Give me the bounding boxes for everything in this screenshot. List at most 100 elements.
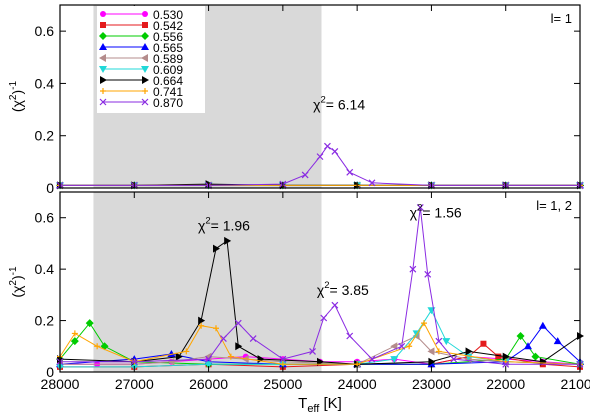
legend-item: 0.589: [99, 52, 183, 66]
data-point: [435, 348, 442, 355]
data-point: [213, 244, 220, 253]
y-tick-label: 0.6: [35, 23, 55, 39]
annotation: χ2= 1.96: [198, 216, 250, 234]
legend-box: [97, 6, 205, 113]
data-point: [442, 338, 451, 346]
x-tick-label: 27000: [115, 376, 154, 392]
annotation: χ2= 6.14: [313, 95, 365, 113]
x-tick-label: 26000: [189, 376, 228, 392]
y-axis-label: (χ2)-1: [8, 80, 25, 112]
y-axis-label: (χ2)-1: [8, 266, 25, 298]
x-tick-label: 28000: [41, 376, 80, 392]
data-point: [553, 337, 562, 345]
legend-marker: [100, 22, 106, 28]
data-point: [317, 357, 324, 366]
data-point: [94, 343, 101, 350]
series-line: [60, 309, 581, 368]
legend-marker: [141, 43, 149, 50]
data-point: [167, 357, 175, 366]
panel-label: l= 1: [551, 11, 572, 26]
y-tick-label: 0: [46, 180, 54, 196]
data-point: [406, 343, 413, 350]
plot-frame: [59, 191, 581, 373]
legend-marker: [141, 98, 149, 106]
legend-marker: [142, 22, 148, 28]
legend-marker: [100, 11, 106, 17]
data-point: [390, 342, 398, 351]
legend-marker: [141, 66, 149, 73]
data-point: [85, 319, 94, 328]
y-tick-label: 0.2: [35, 128, 55, 144]
data-point: [502, 360, 510, 368]
legend-label: 0.589: [153, 52, 183, 66]
data-point: [175, 352, 183, 361]
y-tick-label: 0: [46, 364, 54, 380]
legend-item: 0.542: [100, 19, 183, 33]
data-point: [316, 153, 324, 161]
x-tick-label: 22000: [486, 376, 525, 392]
y-tick-label: 0.2: [35, 313, 55, 329]
panel-top: 00.20.40.6(χ2)-1l= 1χ2= 6.140.5300.5420.…: [8, 4, 584, 196]
data-point: [320, 314, 328, 322]
data-point: [435, 337, 443, 345]
legend-marker: [100, 76, 107, 84]
legend-label: 0.556: [153, 30, 183, 44]
data-point: [421, 320, 427, 327]
data-point: [346, 168, 354, 176]
data-point: [539, 357, 547, 366]
legend-marker: [141, 54, 148, 62]
legend-label: 0.741: [153, 85, 183, 99]
data-point: [346, 332, 354, 340]
data-point: [213, 325, 219, 332]
data-point: [71, 330, 78, 337]
data-point: [183, 348, 190, 355]
legend-marker: [99, 54, 106, 62]
legend-item: 0.556: [99, 30, 183, 44]
data-point: [368, 179, 376, 187]
data-point: [205, 355, 212, 363]
data-point: [70, 337, 79, 346]
annotation: χ2= 1.56: [410, 203, 462, 221]
legend-marker: [141, 32, 149, 40]
data-point: [249, 335, 257, 342]
data-point: [390, 356, 399, 364]
legend-item: 0.870: [99, 96, 183, 110]
legend-marker: [142, 88, 148, 94]
data-point: [416, 204, 424, 211]
legend-label: 0.542: [153, 19, 183, 33]
data-point: [204, 361, 213, 369]
data-point: [502, 352, 510, 361]
legend-label: 0.565: [153, 41, 183, 55]
data-point: [130, 358, 138, 366]
data-point: [224, 236, 232, 245]
data-point: [279, 355, 287, 363]
legend-marker: [99, 66, 107, 73]
data-point: [424, 270, 432, 278]
data-point: [409, 265, 417, 273]
data-point: [427, 347, 435, 356]
legend-label: 0.870: [153, 96, 183, 110]
data-point: [398, 342, 406, 350]
data-point: [301, 171, 309, 179]
data-point: [198, 316, 206, 325]
data-point: [324, 142, 331, 150]
legend-item: 0.741: [100, 85, 183, 99]
data-point: [450, 355, 458, 363]
y-tick-label: 0.6: [35, 210, 55, 226]
legend-label: 0.664: [153, 74, 183, 88]
legend-item: 0.565: [99, 41, 183, 55]
legend-marker: [99, 43, 107, 50]
legend-marker: [99, 98, 107, 106]
data-point: [309, 348, 316, 355]
data-point: [531, 352, 540, 361]
legend-item: 0.609: [99, 63, 183, 77]
data-point: [220, 335, 227, 342]
data-point: [198, 322, 205, 329]
x-axis-label: Teff [K]: [298, 395, 342, 415]
data-point: [465, 347, 473, 356]
data-point: [524, 342, 532, 350]
annotation: χ2= 3.85: [317, 280, 369, 298]
data-point: [495, 353, 502, 360]
